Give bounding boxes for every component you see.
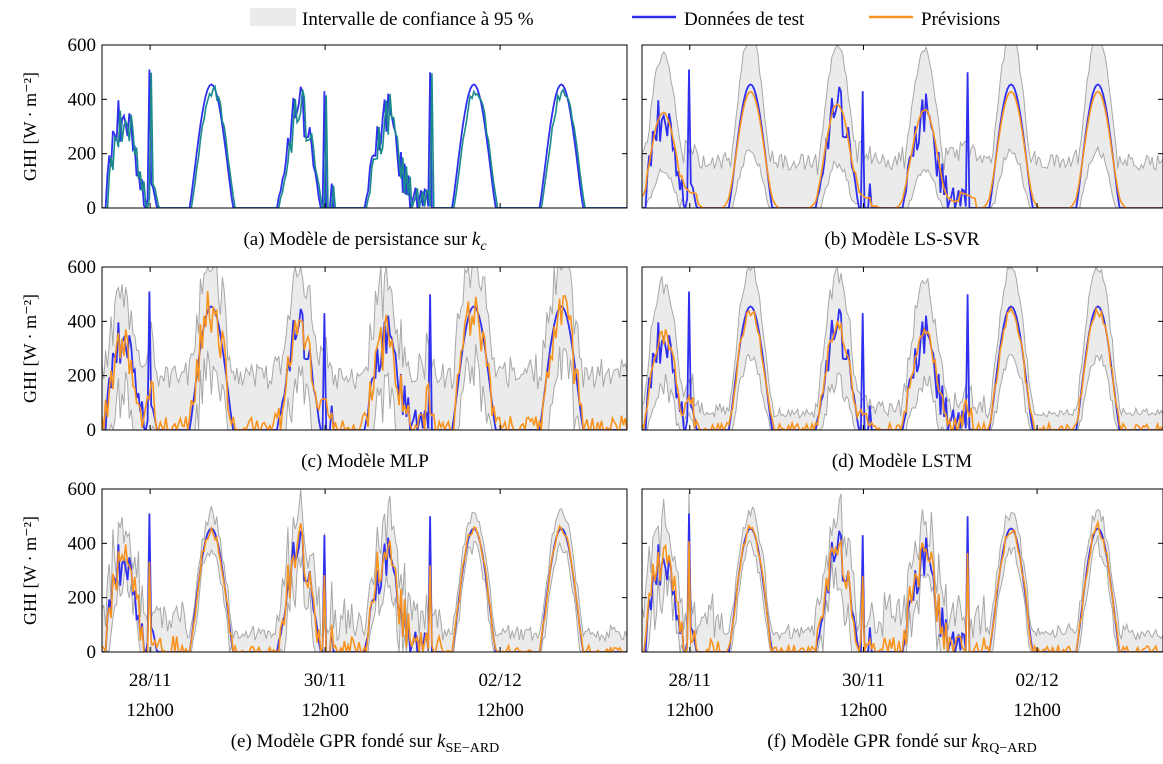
plot-area [102,267,627,430]
axes-frame [641,266,1163,431]
panel-caption: (a) Modèle de persistance sur kc [243,229,487,254]
y-tick-label: 400 [68,533,97,554]
plot-area [642,45,1163,208]
y-tick-label: 200 [68,144,97,165]
y-tick-label: 0 [87,420,97,441]
axes-frame [101,488,628,653]
panel-caption: (c) Modèle MLP [301,451,429,472]
legend-forecast-label: Prévisions [921,9,1000,30]
series-forecast [642,306,1163,430]
plot-area [642,267,1163,430]
panel-e: 0 200 400 600 28/11 12h00 30/11 12h00 02/12 12h00… [20,479,628,756]
series-forecast [642,519,1163,652]
panel-b: (b) Modèle LS-SVR [641,44,1163,250]
ci-upper-line [642,267,1163,419]
caption-subscript: c [480,239,487,254]
x-tick-date: 02/12 [1015,670,1058,691]
ci-upper-line [642,492,1163,641]
x-tick-date: 30/11 [842,670,885,691]
panel-f: 28/11 12h00 30/11 12h00 02/12 12h00 (f) Modèle… [641,488,1163,756]
ci-upper-line [102,489,627,643]
x-tick-date: 02/12 [478,670,521,691]
y-tick-label: 0 [87,198,97,219]
axes-frame [101,44,628,209]
series-forecast [102,291,627,430]
x-tick-time: 12h00 [1013,700,1061,721]
legend: Intervalle de confiance à 95 % Données d… [250,8,1000,30]
ci-upper-line [102,267,627,390]
axes-frame [101,266,628,431]
panel-caption: (e) Modèle GPR fondé sur kSE−ARD [231,731,500,756]
legend-test-label: Données de test [684,9,805,30]
ci-band [642,45,1163,208]
y-axis-label: GHI [W · m⁻²] [20,72,40,181]
ci-band [102,267,627,430]
y-tick-label: 600 [68,479,97,500]
y-tick-label: 600 [68,257,97,278]
panel-a: 0 200 400 600 GHI [W · m⁻²] (a) Modèle de per… [20,35,628,254]
y-tick-label: 600 [68,35,97,56]
y-tick-label: 200 [68,366,97,387]
legend-ci-swatch [250,8,296,26]
panel-c: 0 200 400 600 GHI [W · m⁻²] (c) Modèle MLP [20,257,628,472]
panel-caption: (b) Modèle LS-SVR [824,229,979,250]
caption-subscript: SE−ARD [445,741,499,756]
x-tick-date: 30/11 [304,670,347,691]
x-tick-date: 28/11 [129,670,172,691]
x-tick-date: 28/11 [668,670,711,691]
y-tick-label: 400 [68,89,97,110]
y-axis-label: GHI [W · m⁻²] [20,516,40,625]
y-tick-label: 400 [68,311,97,332]
panel-d: (d) Modèle LSTM [641,266,1163,472]
x-tick-time: 12h00 [840,700,888,721]
x-tick-time: 12h00 [666,700,714,721]
caption-symbol: k [437,731,446,752]
series-forecast [102,523,627,652]
plot-area [642,492,1163,652]
series-forecast [642,90,1163,208]
y-axis-label: GHI [W · m⁻²] [20,294,40,403]
axes-frame [641,488,1163,653]
plot-area [102,489,627,652]
legend-ci-label: Intervalle de confiance à 95 % [302,9,534,30]
panel-caption: (d) Modèle LSTM [832,451,972,472]
caption-symbol: k [472,229,481,250]
ci-upper-line [642,45,1163,176]
series-test [102,69,627,208]
x-tick-time: 12h00 [476,700,524,721]
caption-symbol: k [971,731,980,752]
axes-frame [641,44,1163,209]
x-tick-time: 12h00 [126,700,174,721]
plot-area [102,69,627,208]
x-tick-time: 12h00 [301,700,349,721]
y-tick-label: 0 [87,642,97,663]
panel-caption: (f) Modèle GPR fondé sur kRQ−ARD [767,731,1037,756]
caption-subscript: RQ−ARD [980,741,1037,756]
y-tick-label: 200 [68,588,97,609]
